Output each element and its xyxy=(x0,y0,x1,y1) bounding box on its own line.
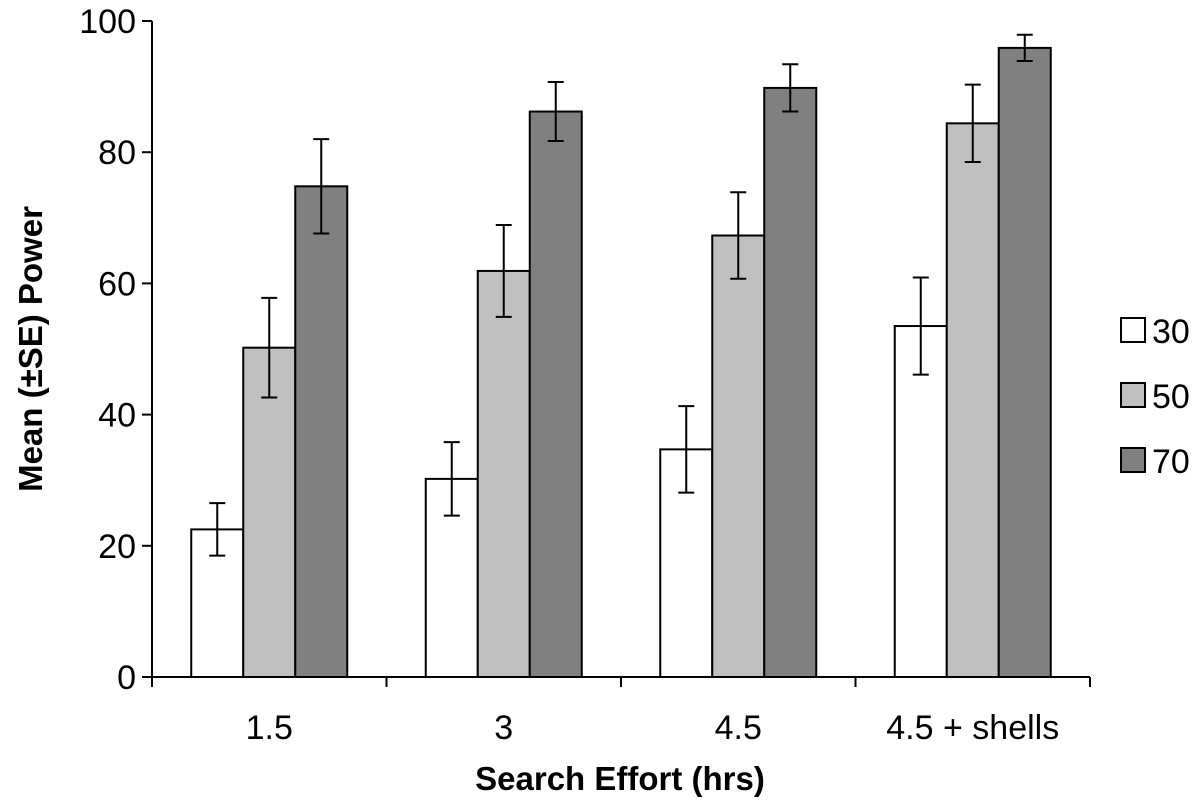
x-axis-title: Search Effort (hrs) xyxy=(475,760,765,797)
y-tick-label: 40 xyxy=(98,397,136,435)
x-tick-label: 4.5 + shells xyxy=(886,709,1059,747)
legend-label-50: 50 xyxy=(1152,378,1190,416)
y-tick-label: 60 xyxy=(98,265,136,303)
legend-swatch-70 xyxy=(1120,447,1146,473)
legend-swatch-50 xyxy=(1120,382,1146,408)
bar-30-3 xyxy=(893,325,948,678)
y-axis-title: Mean (±SE) Power xyxy=(12,206,49,492)
x-tick-label: 4.5 xyxy=(715,709,762,747)
bar-70-0 xyxy=(294,185,349,678)
y-tick-label: 80 xyxy=(98,134,136,172)
bar-70-1 xyxy=(528,110,583,678)
bars-layer xyxy=(190,46,1052,679)
x-tick-label: 1.5 xyxy=(246,709,293,747)
error-bars-layer xyxy=(209,33,1033,557)
bar-50-1 xyxy=(476,269,531,678)
x-tick-label: 3 xyxy=(494,709,513,747)
bar-50-3 xyxy=(945,122,1000,678)
y-tick-label: 20 xyxy=(98,528,136,566)
legend-swatch-30 xyxy=(1120,317,1146,343)
bar-70-2 xyxy=(763,86,818,679)
legend-label-70: 70 xyxy=(1152,443,1190,481)
bar-50-2 xyxy=(711,234,766,678)
bar-70-3 xyxy=(997,46,1052,679)
y-tick-label: 100 xyxy=(79,3,136,41)
axes-layer: 1.5 3 4.5 4.5 + shells 0 20 40 60 80 100 xyxy=(79,3,1091,747)
y-tick-label: 0 xyxy=(117,659,136,697)
bar-50-0 xyxy=(242,346,297,678)
legend: 30 50 70 xyxy=(1120,313,1190,481)
legend-label-30: 30 xyxy=(1152,313,1190,351)
